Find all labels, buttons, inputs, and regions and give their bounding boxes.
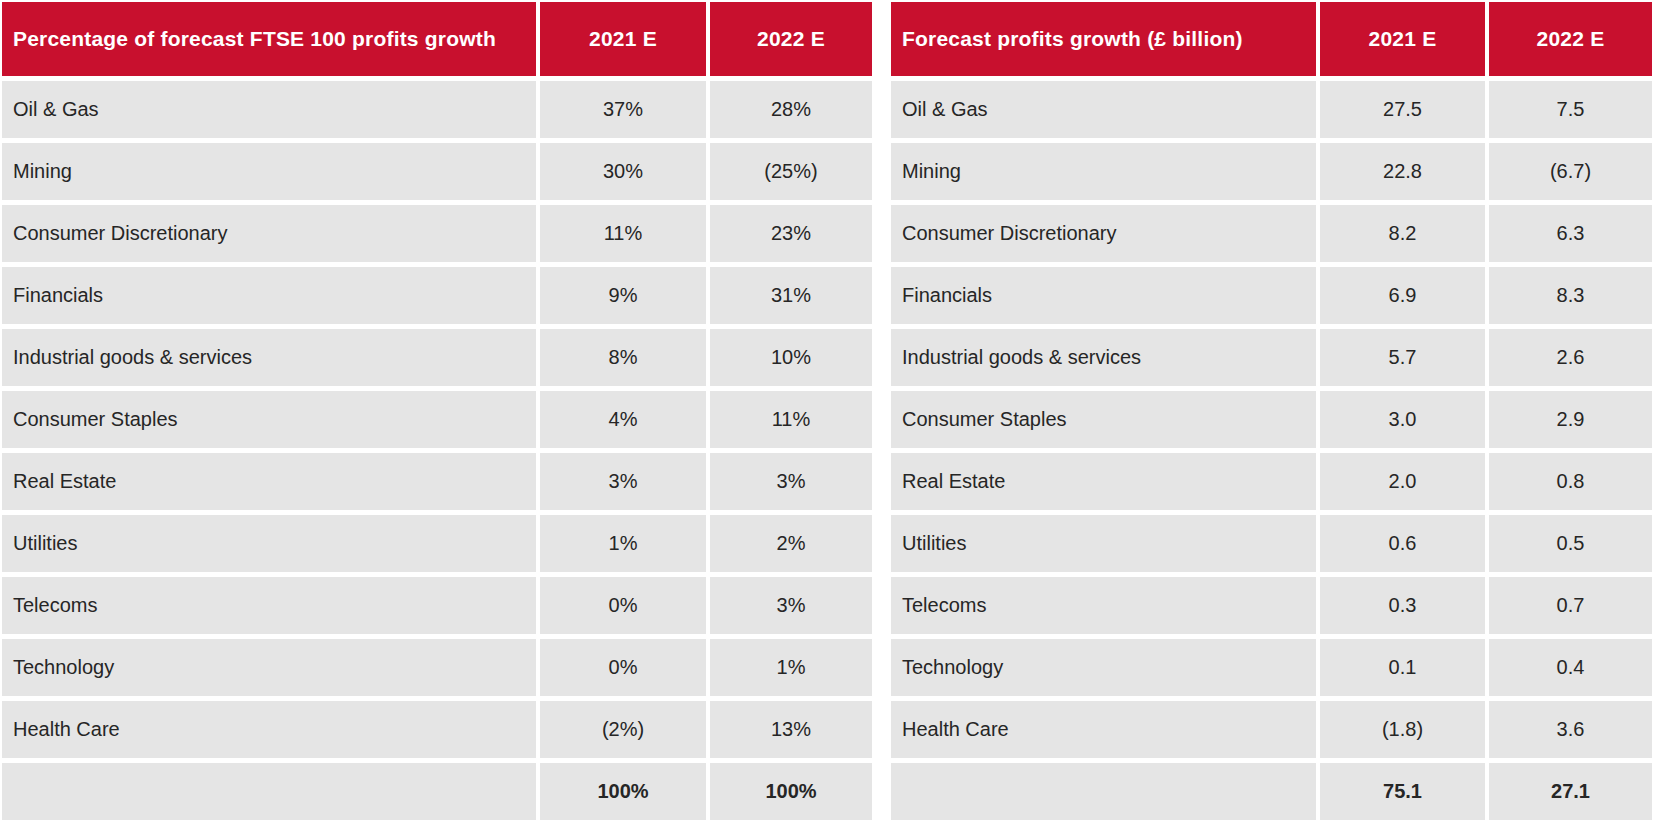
cell-value: 31% — [710, 267, 872, 324]
cell-value: 3% — [710, 453, 872, 510]
table-title: Forecast profits growth (£ billion) — [891, 2, 1316, 76]
row-label: Real Estate — [2, 453, 536, 510]
row-label: Utilities — [2, 515, 536, 572]
row-label: Mining — [2, 143, 536, 200]
total-row-empty-cell — [891, 763, 1316, 820]
total-value: 75.1 — [1320, 763, 1485, 820]
row-label: Consumer Discretionary — [2, 205, 536, 262]
cell-value: (6.7) — [1489, 143, 1652, 200]
row-label: Technology — [2, 639, 536, 696]
cell-value: 1% — [710, 639, 872, 696]
cell-value: (2%) — [540, 701, 706, 758]
cell-value: 22.8 — [1320, 143, 1485, 200]
cell-value: 3% — [540, 453, 706, 510]
row-label: Telecoms — [2, 577, 536, 634]
cell-value: 27.5 — [1320, 81, 1485, 138]
cell-value: 7.5 — [1489, 81, 1652, 138]
table-percentage-forecast-ftse100-profits-growth: Percentage of forecast FTSE 100 profits … — [2, 2, 872, 820]
row-label: Health Care — [891, 701, 1316, 758]
cell-value: 11% — [540, 205, 706, 262]
row-label: Telecoms — [891, 577, 1316, 634]
column-header-2021e: 2021 E — [540, 2, 706, 76]
cell-value: 0.4 — [1489, 639, 1652, 696]
row-label: Health Care — [2, 701, 536, 758]
row-label: Financials — [2, 267, 536, 324]
cell-value: 0.5 — [1489, 515, 1652, 572]
cell-value: 6.9 — [1320, 267, 1485, 324]
cell-value: 1% — [540, 515, 706, 572]
row-label: Utilities — [891, 515, 1316, 572]
cell-value: 0.7 — [1489, 577, 1652, 634]
row-label: Consumer Staples — [2, 391, 536, 448]
row-label: Industrial goods & services — [891, 329, 1316, 386]
cell-value: 0.8 — [1489, 453, 1652, 510]
cell-value: 2.9 — [1489, 391, 1652, 448]
cell-value: 2.6 — [1489, 329, 1652, 386]
table-title: Percentage of forecast FTSE 100 profits … — [2, 2, 536, 76]
cell-value: (1.8) — [1320, 701, 1485, 758]
row-label: Oil & Gas — [891, 81, 1316, 138]
tables-wrap: Percentage of forecast FTSE 100 profits … — [2, 2, 1654, 820]
cell-value: 2.0 — [1320, 453, 1485, 510]
cell-value: 11% — [710, 391, 872, 448]
column-header-2021e: 2021 E — [1320, 2, 1485, 76]
row-label: Real Estate — [891, 453, 1316, 510]
row-label: Oil & Gas — [2, 81, 536, 138]
cell-value: 3% — [710, 577, 872, 634]
row-label: Financials — [891, 267, 1316, 324]
row-label: Consumer Staples — [891, 391, 1316, 448]
cell-value: 0.3 — [1320, 577, 1485, 634]
cell-value: 10% — [710, 329, 872, 386]
total-value: 100% — [710, 763, 872, 820]
cell-value: 5.7 — [1320, 329, 1485, 386]
cell-value: 6.3 — [1489, 205, 1652, 262]
cell-value: 30% — [540, 143, 706, 200]
cell-value: 3.6 — [1489, 701, 1652, 758]
total-value: 27.1 — [1489, 763, 1652, 820]
cell-value: 2% — [710, 515, 872, 572]
cell-value: (25%) — [710, 143, 872, 200]
cell-value: 3.0 — [1320, 391, 1485, 448]
row-label: Mining — [891, 143, 1316, 200]
page: Percentage of forecast FTSE 100 profits … — [0, 0, 1654, 827]
cell-value: 23% — [710, 205, 872, 262]
cell-value: 28% — [710, 81, 872, 138]
total-value: 100% — [540, 763, 706, 820]
column-header-2022e: 2022 E — [1489, 2, 1652, 76]
row-label: Consumer Discretionary — [891, 205, 1316, 262]
cell-value: 37% — [540, 81, 706, 138]
cell-value: 8.2 — [1320, 205, 1485, 262]
cell-value: 4% — [540, 391, 706, 448]
cell-value: 8% — [540, 329, 706, 386]
total-row-empty-cell — [2, 763, 536, 820]
cell-value: 0% — [540, 639, 706, 696]
column-header-2022e: 2022 E — [710, 2, 872, 76]
row-label: Industrial goods & services — [2, 329, 536, 386]
cell-value: 0.1 — [1320, 639, 1485, 696]
cell-value: 0.6 — [1320, 515, 1485, 572]
cell-value: 13% — [710, 701, 872, 758]
cell-value: 8.3 — [1489, 267, 1652, 324]
row-label: Technology — [891, 639, 1316, 696]
cell-value: 9% — [540, 267, 706, 324]
cell-value: 0% — [540, 577, 706, 634]
table-forecast-profits-growth-gbp-billion: Forecast profits growth (£ billion)2021 … — [891, 2, 1652, 820]
